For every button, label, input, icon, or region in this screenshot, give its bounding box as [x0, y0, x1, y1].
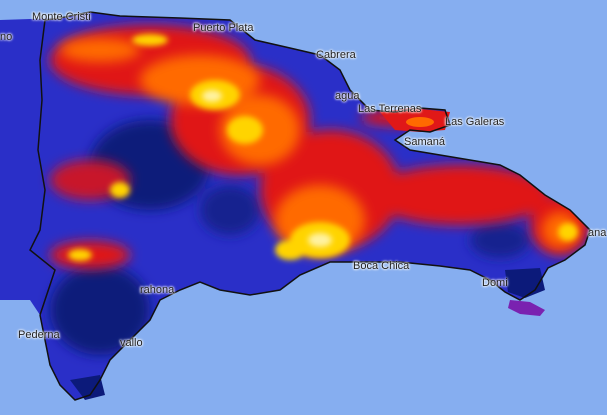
label-samana: Samaná: [404, 136, 445, 148]
label-puerto-plata: Puerto Plata: [193, 22, 254, 34]
southwest-tip: [70, 375, 105, 400]
label-monte-cristi: Monte Cristi: [32, 11, 91, 23]
label-nagua: agua: [335, 90, 360, 102]
label-cabrera: Cabrera: [316, 49, 356, 61]
samana-hotspot: [406, 117, 434, 127]
label-dominicus: Domi: [482, 277, 508, 289]
coastline: [39, 11, 591, 401]
label-haiti-edge: no: [0, 31, 13, 43]
label-las-galeras: Las Galeras: [445, 116, 505, 128]
haiti-border: [29, 19, 56, 316]
label-pedernales: Pederna: [18, 329, 60, 341]
label-boca-chica: Boca Chica: [353, 260, 410, 272]
high-density-zones: [60, 38, 578, 255]
peak-density-zones: [202, 90, 332, 247]
label-oviedo: vallo: [120, 337, 143, 349]
label-barahona: rahona: [140, 284, 175, 296]
label-las-terrenas: Las Terrenas: [358, 103, 422, 115]
label-punta-cana: ana: [588, 227, 607, 239]
saona-island: [508, 300, 545, 316]
